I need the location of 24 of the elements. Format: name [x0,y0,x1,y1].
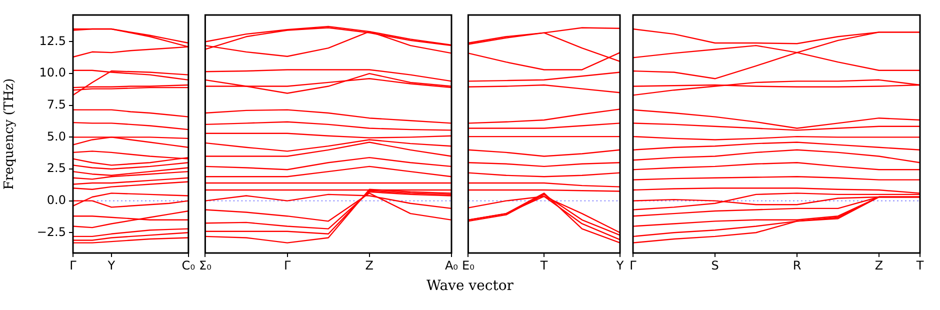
y-tick-label: −2.5 [36,224,66,239]
x-tick-label: E₀ [462,258,475,272]
y-tick-label: 10.0 [39,66,66,80]
x-tick-label: T [539,258,548,272]
y-tick-label: 12.5 [39,34,66,48]
x-tick-label: Z [874,258,884,272]
x-tick-label: Z [365,258,374,272]
x-tick-label: C₀ [182,258,196,272]
y-tick-label: 0.0 [46,192,66,207]
x-tick-label: A₀ [444,258,458,272]
x-tick-label: Γ [284,258,291,272]
x-tick-label: Γ [70,258,77,272]
y-tick-label: 2.5 [46,161,66,176]
x-tick-label: R [792,258,802,272]
y-tick-label: 7.5 [46,97,66,112]
x-tick-label: T [915,258,924,272]
x-tick-label: Y [615,258,624,272]
y-axis-title: Frequency (THz) [2,78,18,190]
x-axis-title: Wave vector [426,278,514,294]
x-tick-label: Y [106,258,116,272]
y-tick-label: 5.0 [46,129,66,144]
x-tick-label: Γ [630,258,637,272]
x-tick-label: S [711,258,719,272]
x-tick-label: Σ₀ [198,258,212,272]
